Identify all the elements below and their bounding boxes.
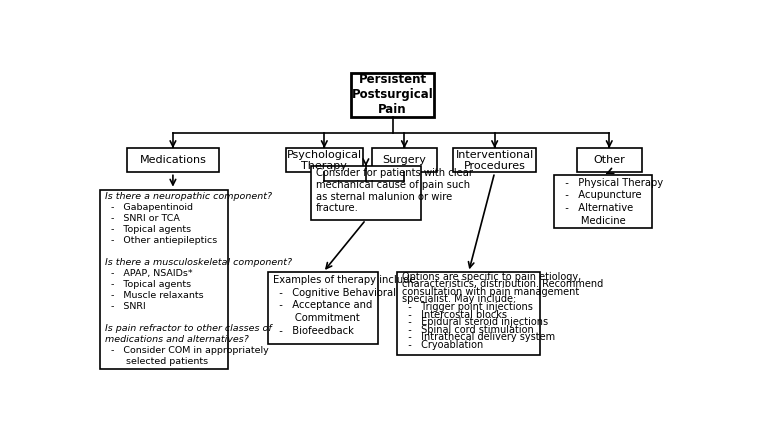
Text: Medicine: Medicine	[559, 216, 626, 226]
FancyBboxPatch shape	[372, 148, 437, 173]
FancyBboxPatch shape	[398, 272, 540, 355]
Text: -   Topical agents: - Topical agents	[105, 280, 191, 289]
Text: Is there a musculoskeletal component?: Is there a musculoskeletal component?	[105, 258, 292, 267]
Text: -   Spinal cord stimulation: - Spinal cord stimulation	[402, 325, 534, 335]
FancyBboxPatch shape	[100, 190, 228, 369]
Text: medications and alternatives?: medications and alternatives?	[105, 335, 249, 344]
FancyBboxPatch shape	[127, 148, 219, 173]
Text: -   APAP, NSAIDs*: - APAP, NSAIDs*	[105, 269, 192, 278]
Text: Psychological
Therapy: Psychological Therapy	[286, 150, 362, 171]
Text: -   Epidural steroid injections: - Epidural steroid injections	[402, 317, 548, 327]
FancyBboxPatch shape	[453, 148, 536, 173]
Text: -   Cognitive Behavioral: - Cognitive Behavioral	[273, 287, 396, 298]
Text: Is pain refractor to other classes of: Is pain refractor to other classes of	[105, 324, 272, 333]
Text: -   Topical agents: - Topical agents	[105, 225, 191, 234]
Text: consultation with pain management: consultation with pain management	[402, 287, 579, 297]
Text: -   Intercostal blocks: - Intercostal blocks	[402, 310, 507, 320]
Text: Options are specific to pain etiology,: Options are specific to pain etiology,	[402, 272, 581, 282]
Text: specialist. May include:: specialist. May include:	[402, 295, 516, 304]
Text: -   Gabapentinoid: - Gabapentinoid	[105, 203, 193, 212]
Text: Persistent
Postsurgical
Pain: Persistent Postsurgical Pain	[352, 73, 434, 116]
Text: Other: Other	[594, 156, 625, 165]
Text: Is there a neuropathic component?: Is there a neuropathic component?	[105, 192, 272, 201]
FancyBboxPatch shape	[286, 148, 363, 173]
Text: -   SNRI or TCA: - SNRI or TCA	[105, 214, 180, 223]
Text: Medications: Medications	[139, 156, 206, 165]
Text: -   SNRI: - SNRI	[105, 302, 146, 311]
Text: -   Muscle relaxants: - Muscle relaxants	[105, 291, 204, 300]
Text: -   Biofeedback: - Biofeedback	[273, 326, 354, 336]
Text: -   Acupuncture: - Acupuncture	[559, 190, 642, 200]
Text: -   Trigger point injections: - Trigger point injections	[402, 302, 533, 312]
Text: -   Intrathecal delivery system: - Intrathecal delivery system	[402, 332, 555, 342]
Text: Interventional
Procedures: Interventional Procedures	[456, 150, 534, 171]
FancyBboxPatch shape	[311, 166, 421, 220]
Text: -   Cryoablation: - Cryoablation	[402, 340, 483, 350]
FancyBboxPatch shape	[351, 72, 434, 117]
Text: selected patients: selected patients	[105, 357, 208, 366]
Text: -   Alternative: - Alternative	[559, 203, 633, 213]
Text: -   Other antiepileptics: - Other antiepileptics	[105, 236, 218, 245]
FancyBboxPatch shape	[555, 175, 653, 228]
FancyBboxPatch shape	[577, 148, 642, 173]
Text: Consider for patients with clear: Consider for patients with clear	[316, 169, 473, 178]
Text: characteristics, distribution. Recommend: characteristics, distribution. Recommend	[402, 279, 604, 289]
Text: mechanical cause of pain such: mechanical cause of pain such	[316, 180, 470, 190]
Text: -   Physical Therapy: - Physical Therapy	[559, 177, 663, 188]
Text: -   Consider COM in appropriately: - Consider COM in appropriately	[105, 346, 269, 355]
FancyBboxPatch shape	[268, 272, 378, 345]
Text: fracture.: fracture.	[316, 203, 358, 214]
Text: as sternal malunion or wire: as sternal malunion or wire	[316, 192, 452, 202]
Text: Surgery: Surgery	[382, 156, 427, 165]
Text: Examples of therapy include:: Examples of therapy include:	[273, 275, 419, 285]
Text: Commitment: Commitment	[273, 313, 360, 323]
Text: -   Acceptance and: - Acceptance and	[273, 300, 372, 310]
